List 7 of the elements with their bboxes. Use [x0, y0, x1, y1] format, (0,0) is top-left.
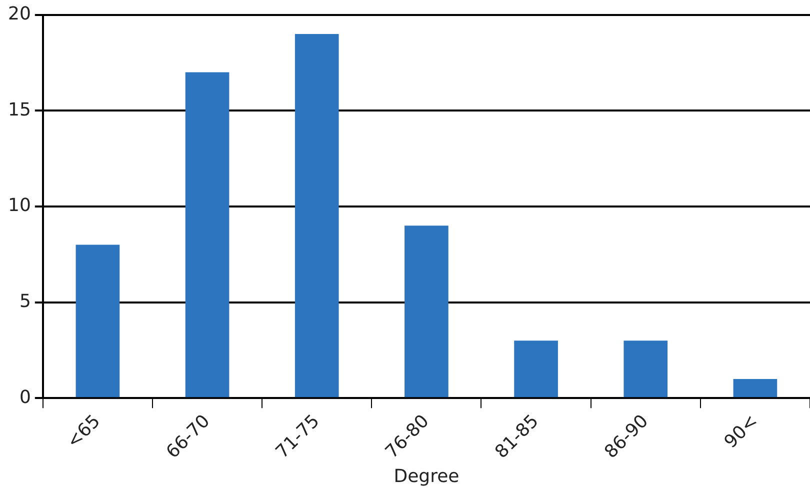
x-tick-label: <65	[62, 410, 105, 452]
y-tick-label: 0	[19, 386, 31, 408]
y-tick-label: 15	[8, 99, 31, 120]
y-tick-label: 5	[19, 290, 31, 312]
x-axis-title: Degree	[394, 466, 460, 487]
y-tick-label: 10	[8, 195, 31, 216]
y-tick-label: 20	[8, 3, 31, 24]
